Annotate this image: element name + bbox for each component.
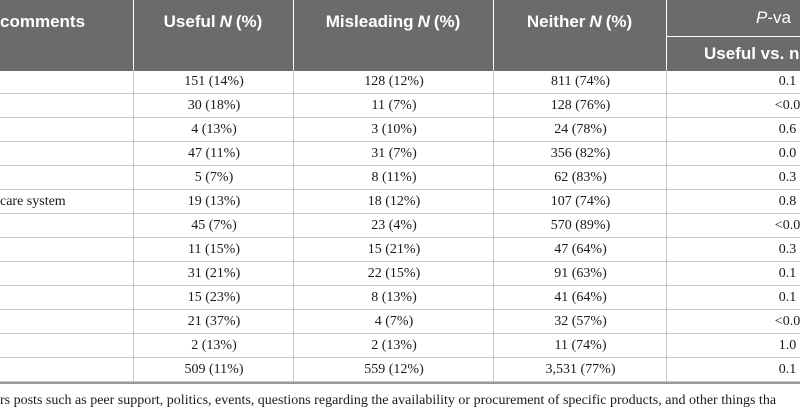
misleading-cell: 18 (12%) xyxy=(293,190,494,213)
header-misleading-pct: (%) xyxy=(433,12,461,31)
pvalue-cell: 1.0 xyxy=(666,334,800,357)
header-useful-pct: (%) xyxy=(235,12,263,31)
header-misleading-label: Misleading xyxy=(325,12,414,31)
misleading-cell: 22 (15%) xyxy=(293,262,494,285)
header-neither-pct: (%) xyxy=(605,12,633,31)
useful-cell: 19 (13%) xyxy=(133,190,294,213)
neither-cell: 41 (64%) xyxy=(493,286,667,309)
pvalue-cell: 0.3 xyxy=(666,166,800,189)
neither-cell: 356 (82%) xyxy=(493,142,667,165)
table-row: care system 19 (13%) 18 (12%) 107 (74%) 0.8 xyxy=(0,190,800,214)
table-row: 15 (23%) 8 (13%) 41 (64%) 0.1 xyxy=(0,286,800,310)
useful-cell: 4 (13%) xyxy=(133,118,294,141)
neither-cell: 11 (74%) xyxy=(493,334,667,357)
neither-cell: 811 (74%) xyxy=(493,70,667,93)
table-header: comments Useful N (%) Misleading N (%) Neith… xyxy=(0,0,800,71)
misleading-cell: 11 (7%) xyxy=(293,94,494,117)
table-row: 31 (21%) 22 (15%) 91 (63%) 0.1 xyxy=(0,262,800,286)
pvalue-cell: 0.3 xyxy=(666,238,800,261)
misleading-cell: 15 (21%) xyxy=(293,238,494,261)
pvalue-cell: 0.1 xyxy=(666,262,800,285)
pvalue-cell: <0.0 xyxy=(666,214,800,237)
header-pvalue: P -va xyxy=(666,0,800,36)
pvalue-cell: 0.6 xyxy=(666,118,800,141)
useful-cell: 15 (23%) xyxy=(133,286,294,309)
misleading-cell: 8 (11%) xyxy=(293,166,494,189)
useful-cell: 30 (18%) xyxy=(133,94,294,117)
header-pvalue-rest: -va xyxy=(767,8,791,27)
neither-cell: 128 (76%) xyxy=(493,94,667,117)
useful-cell: 47 (11%) xyxy=(133,142,294,165)
useful-cell: 2 (13%) xyxy=(133,334,294,357)
pvalue-cell: 0.1 xyxy=(666,70,800,93)
row-label: care system xyxy=(0,193,66,209)
header-divider xyxy=(666,0,667,71)
header-neither: Neither N (%) xyxy=(493,0,666,44)
misleading-cell: 3 (10%) xyxy=(293,118,494,141)
misleading-cell: 8 (13%) xyxy=(293,286,494,309)
table-row: 2 (13%) 2 (13%) 11 (74%) 1.0 xyxy=(0,334,800,358)
header-useful-n: N xyxy=(219,12,232,31)
header-divider xyxy=(133,0,134,71)
header-pvalue-sub-label: Useful vs. n xyxy=(704,44,800,63)
useful-cell: 21 (37%) xyxy=(133,310,294,333)
table-row: 151 (14%) 128 (12%) 811 (74%) 0.1 xyxy=(0,70,800,94)
misleading-cell: 559 (12%) xyxy=(293,358,494,381)
header-divider xyxy=(293,0,294,71)
pvalue-cell: <0.0 xyxy=(666,94,800,117)
neither-cell: 570 (89%) xyxy=(493,214,667,237)
pvalue-cell: 0.1 xyxy=(666,358,800,381)
neither-cell: 24 (78%) xyxy=(493,118,667,141)
useful-cell: 151 (14%) xyxy=(133,70,294,93)
table-row: 47 (11%) 31 (7%) 356 (82%) 0.0 xyxy=(0,142,800,166)
neither-cell: 47 (64%) xyxy=(493,238,667,261)
header-neither-n: N xyxy=(589,12,602,31)
header-useful: Useful N (%) xyxy=(133,0,293,44)
table-row: 509 (11%) 559 (12%) 3,531 (77%) 0.1 xyxy=(0,358,800,382)
header-divider xyxy=(493,0,494,71)
header-pvalue-p: P xyxy=(756,8,768,27)
table-row: 11 (15%) 15 (21%) 47 (64%) 0.3 xyxy=(0,238,800,262)
header-neither-label: Neither xyxy=(526,12,586,31)
misleading-cell: 23 (4%) xyxy=(293,214,494,237)
header-useful-label: Useful xyxy=(163,12,216,31)
pvalue-cell: 0.8 xyxy=(666,190,800,213)
pvalue-cell: 0.0 xyxy=(666,142,800,165)
neither-cell: 107 (74%) xyxy=(493,190,667,213)
footnote-text: rs posts such as peer support, politics,… xyxy=(0,393,777,408)
useful-cell: 509 (11%) xyxy=(133,358,294,381)
neither-cell: 32 (57%) xyxy=(493,310,667,333)
table-row: 45 (7%) 23 (4%) 570 (89%) <0.0 xyxy=(0,214,800,238)
neither-cell: 62 (83%) xyxy=(493,166,667,189)
neither-cell: 3,531 (77%) xyxy=(493,358,667,381)
useful-cell: 5 (7%) xyxy=(133,166,294,189)
header-pvalue-sub: Useful vs. n xyxy=(666,37,800,71)
pvalue-cell: 0.1 xyxy=(666,286,800,309)
header-pvalue-rule xyxy=(666,36,800,37)
misleading-cell: 2 (13%) xyxy=(293,334,494,357)
table-row: 4 (13%) 3 (10%) 24 (78%) 0.6 xyxy=(0,118,800,142)
useful-cell: 11 (15%) xyxy=(133,238,294,261)
table-bottom-rule xyxy=(0,382,800,384)
misleading-cell: 31 (7%) xyxy=(293,142,494,165)
table-row: 21 (37%) 4 (7%) 32 (57%) <0.0 xyxy=(0,310,800,334)
table-footnote: rs posts such as peer support, politics,… xyxy=(0,388,800,414)
header-misleading-n: N xyxy=(417,12,430,31)
pvalue-cell: <0.0 xyxy=(666,310,800,333)
table-row: 30 (18%) 11 (7%) 128 (76%) <0.0 xyxy=(0,94,800,118)
header-misleading: Misleading N (%) xyxy=(293,0,493,44)
header-comments-label: comments xyxy=(0,12,86,31)
neither-cell: 91 (63%) xyxy=(493,262,667,285)
misleading-cell: 128 (12%) xyxy=(293,70,494,93)
useful-cell: 45 (7%) xyxy=(133,214,294,237)
misleading-cell: 4 (7%) xyxy=(293,310,494,333)
header-comments: comments xyxy=(0,0,85,44)
useful-cell: 31 (21%) xyxy=(133,262,294,285)
table-row: 5 (7%) 8 (11%) 62 (83%) 0.3 xyxy=(0,166,800,190)
